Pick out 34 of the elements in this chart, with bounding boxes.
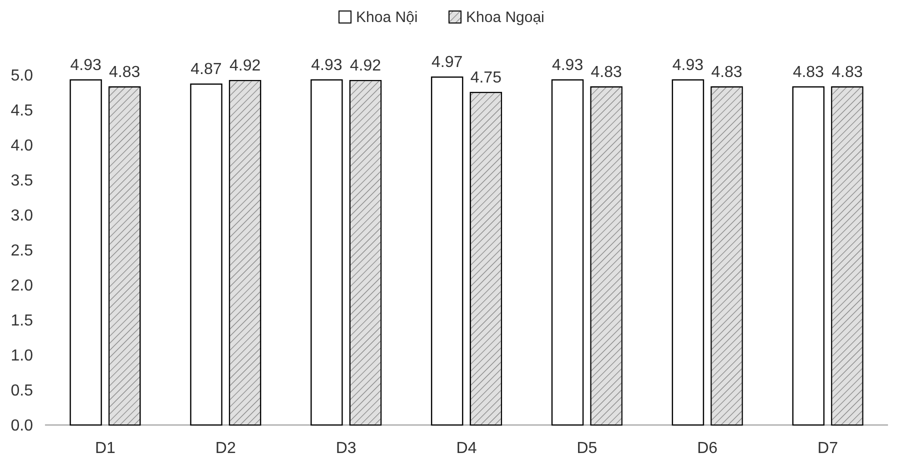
- data-label: 4.83: [792, 64, 824, 81]
- y-tick-label: 0.5: [10, 382, 34, 400]
- data-label: 4.97: [432, 54, 463, 72]
- data-label: 4.93: [70, 56, 102, 74]
- data-label: 4.93: [552, 56, 584, 74]
- x-tick-label: D7: [818, 440, 838, 457]
- y-tick-label: 2.0: [10, 278, 34, 295]
- data-label: 4.83: [590, 64, 622, 81]
- data-label: 4.93: [672, 56, 704, 74]
- y-tick-label: 0.0: [10, 418, 34, 435]
- data-label: 4.93: [311, 56, 342, 74]
- data-label: 4.83: [109, 64, 140, 81]
- y-tick-label: 2.5: [10, 242, 34, 260]
- data-label: 4.83: [711, 64, 742, 81]
- y-tick-label: 3.5: [10, 172, 34, 190]
- x-tick-label: D5: [576, 440, 598, 457]
- y-tick-label: 1.5: [10, 312, 34, 330]
- x-tick-label: D3: [336, 440, 356, 457]
- y-tick-label: 5.0: [10, 68, 34, 85]
- data-label: 4.75: [470, 70, 502, 86]
- x-tick-label: D2: [215, 440, 236, 457]
- y-tick-label: 4.0: [10, 138, 34, 155]
- x-tick-label: D1: [94, 440, 116, 457]
- y-tick-label: 4.5: [10, 102, 34, 120]
- y-tick-label: 1.0: [10, 348, 34, 365]
- legend-label: Khoa Ngoại: [466, 9, 544, 26]
- x-tick-label: D6: [697, 440, 718, 457]
- legend-label: Khoa Nội: [356, 9, 418, 26]
- data-label: 4.83: [832, 64, 863, 81]
- data-label: 4.87: [190, 61, 222, 78]
- data-label: 4.92: [229, 58, 261, 75]
- x-tick-label: D4: [456, 440, 477, 457]
- y-tick-label: 3.0: [10, 208, 34, 225]
- data-label: 4.92: [350, 58, 382, 75]
